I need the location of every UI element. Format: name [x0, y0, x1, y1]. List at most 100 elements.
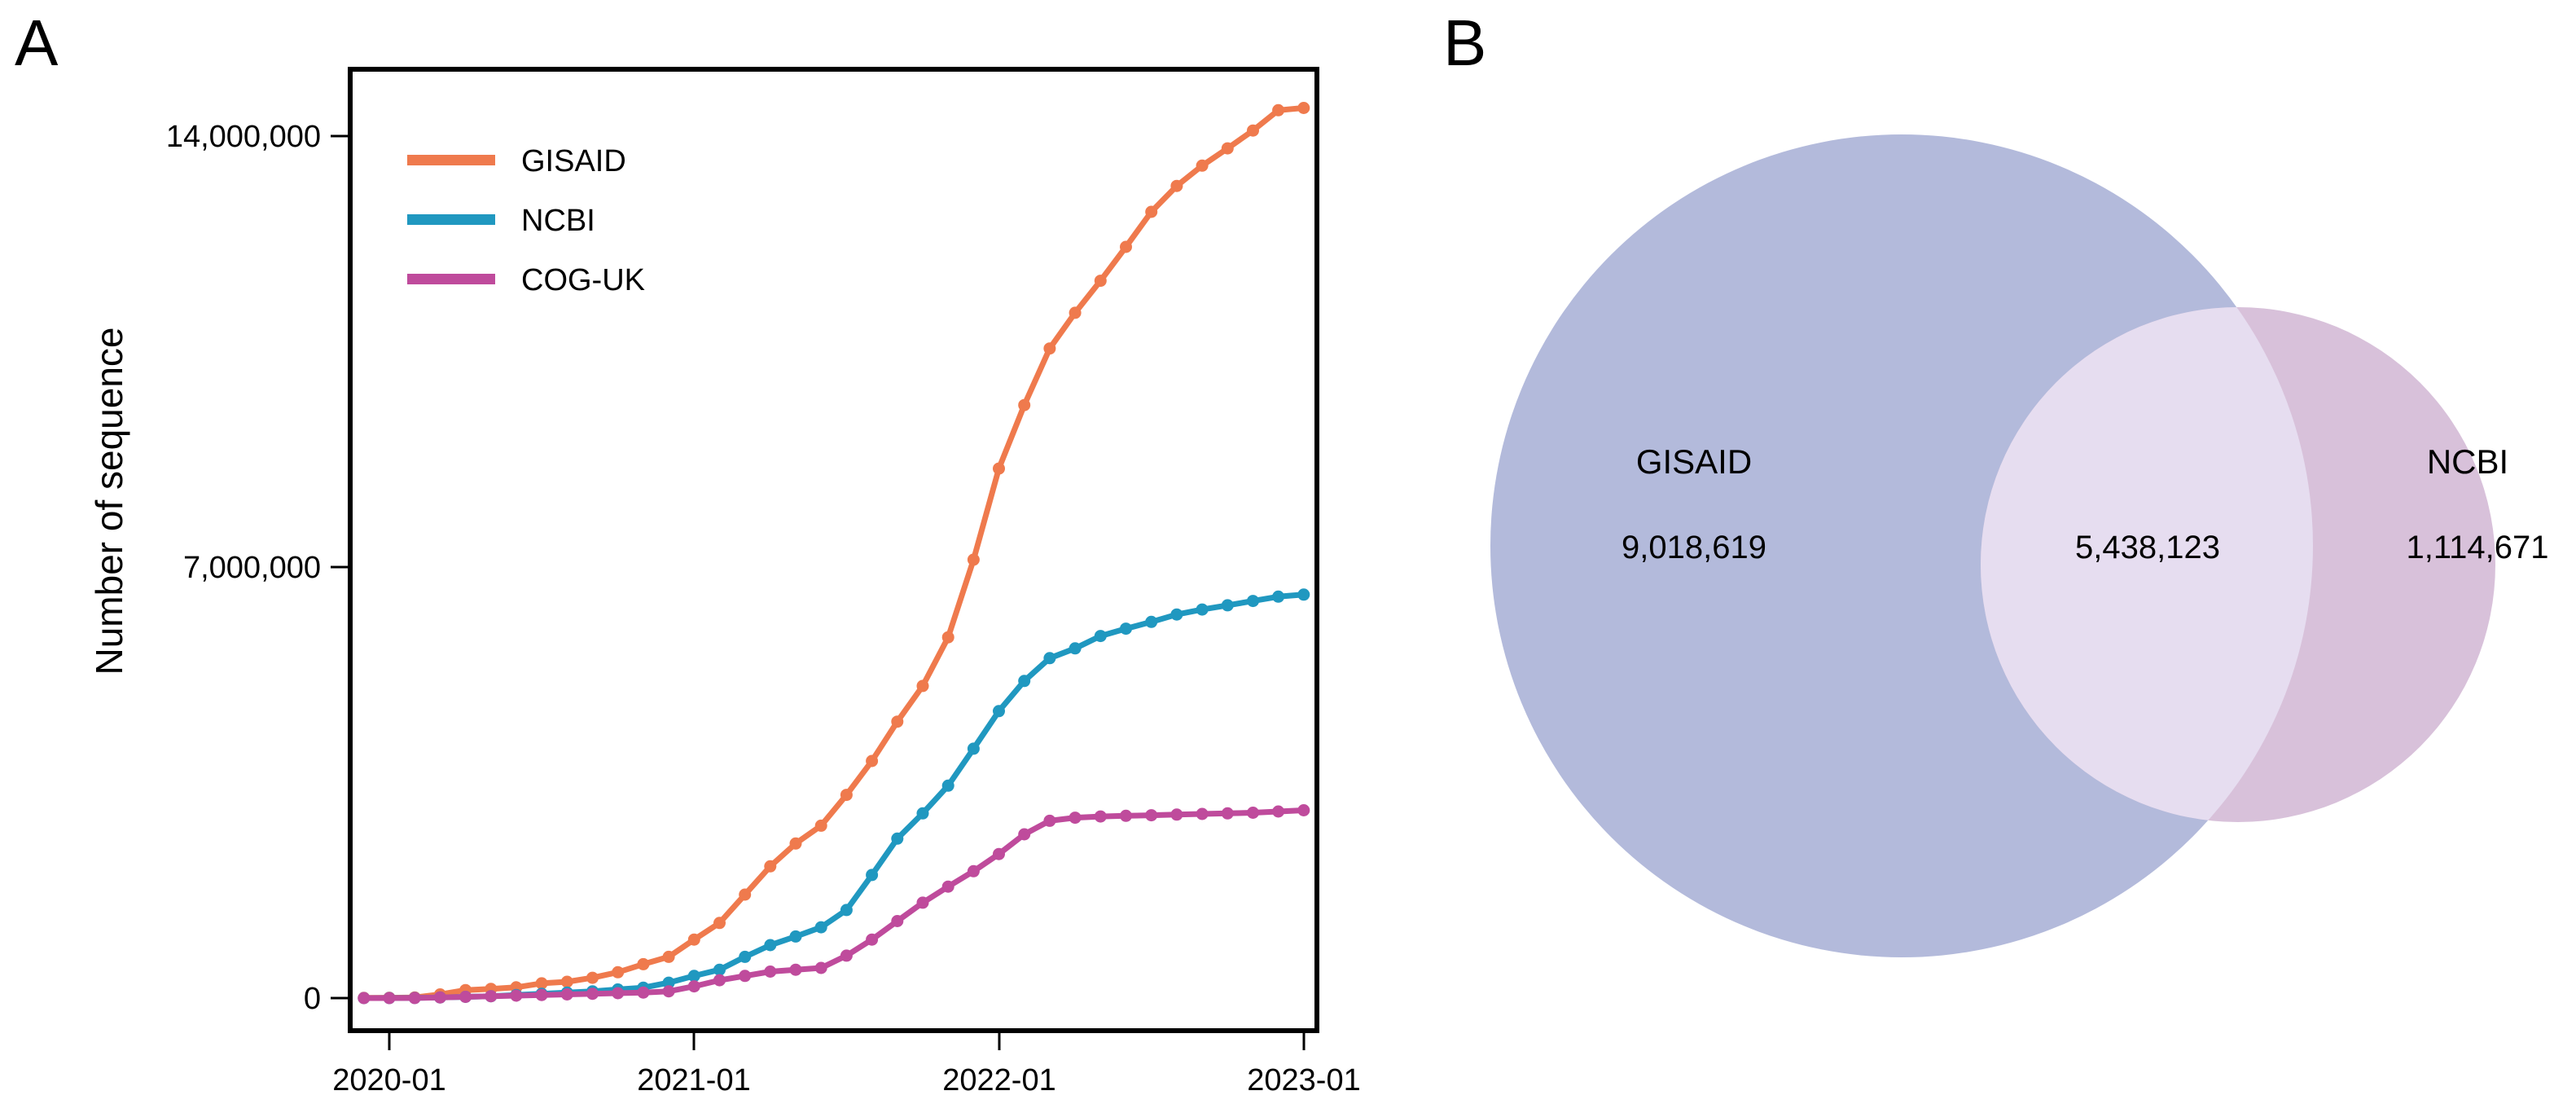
data-point-gisaid — [713, 917, 726, 930]
venn-count-ncbi-only: 1,114,671 — [2407, 530, 2549, 565]
y-axis-title: Number of sequence — [88, 327, 130, 675]
data-point-ncbi — [1297, 588, 1310, 601]
data-point-cog-uk — [383, 992, 396, 1005]
data-point-gisaid — [941, 631, 954, 644]
data-point-cog-uk — [1247, 807, 1259, 819]
data-point-cog-uk — [739, 970, 752, 983]
data-point-gisaid — [1043, 342, 1056, 355]
data-point-ncbi — [1170, 608, 1183, 621]
data-point-ncbi — [789, 930, 802, 943]
data-point-cog-uk — [612, 987, 625, 1000]
data-point-ncbi — [739, 950, 752, 963]
plot-frame — [348, 67, 1319, 1033]
data-point-cog-uk — [1221, 807, 1234, 820]
data-point-cog-uk — [433, 991, 446, 1004]
data-point-ncbi — [1247, 595, 1259, 608]
data-point-gisaid — [1221, 142, 1234, 155]
data-point-ncbi — [1043, 652, 1056, 665]
data-point-gisaid — [662, 950, 675, 963]
data-point-cog-uk — [1145, 809, 1158, 822]
venn-set-label-gisaid: GISAID — [1636, 442, 1752, 481]
data-point-ncbi — [916, 807, 929, 820]
legend-swatch-ncbi — [407, 214, 495, 225]
data-point-ncbi — [941, 779, 954, 792]
data-point-gisaid — [814, 819, 827, 832]
data-point-gisaid — [739, 888, 752, 901]
y-axis-ticks — [331, 134, 350, 1000]
venn-count-intersection: 5,438,123 — [2075, 530, 2220, 565]
data-point-cog-uk — [789, 963, 802, 976]
data-point-ncbi — [662, 976, 675, 989]
data-point-ncbi — [866, 869, 879, 882]
venn-count-gisaid-only: 9,018,619 — [1622, 530, 1766, 565]
series-layer — [358, 102, 1310, 1005]
data-point-gisaid — [1018, 398, 1031, 411]
data-point-ncbi — [1018, 675, 1031, 688]
data-point-cog-uk — [662, 985, 675, 998]
data-point-cog-uk — [687, 980, 700, 993]
data-point-cog-uk — [967, 864, 980, 877]
data-point-cog-uk — [1094, 810, 1107, 823]
data-point-gisaid — [891, 715, 904, 728]
legend-label-gisaid: GISAID — [521, 144, 626, 178]
panel-a-letter: A — [15, 7, 59, 79]
data-point-gisaid — [1069, 306, 1082, 319]
data-point-cog-uk — [866, 933, 879, 946]
x-tick-label: 2021-01 — [637, 1063, 750, 1097]
data-point-cog-uk — [916, 896, 929, 909]
data-point-cog-uk — [1069, 812, 1082, 825]
legend-swatch-cog-uk — [407, 274, 495, 284]
data-point-cog-uk — [993, 847, 1005, 860]
data-point-ncbi — [1120, 622, 1132, 636]
data-point-gisaid — [1272, 103, 1285, 117]
x-axis-ticks — [388, 1031, 1306, 1050]
data-point-gisaid — [1094, 275, 1107, 288]
data-point-cog-uk — [1018, 828, 1031, 841]
data-point-cog-uk — [814, 961, 827, 974]
data-point-cog-uk — [1120, 809, 1132, 822]
legend-swatch-gisaid — [407, 155, 495, 165]
data-point-gisaid — [535, 977, 548, 990]
venn-set-label-ncbi: NCBI — [2427, 442, 2508, 481]
series-line-gisaid — [361, 105, 1307, 1001]
series-line-cog-uk — [361, 807, 1307, 1001]
data-point-gisaid — [1145, 205, 1158, 218]
data-point-ncbi — [1196, 603, 1209, 616]
data-point-gisaid — [916, 680, 929, 693]
data-point-ncbi — [1069, 642, 1082, 655]
data-point-cog-uk — [586, 987, 599, 1001]
data-point-gisaid — [1247, 124, 1259, 137]
data-point-cog-uk — [941, 880, 954, 893]
data-point-ncbi — [764, 939, 777, 952]
data-point-cog-uk — [891, 915, 904, 927]
data-point-cog-uk — [764, 965, 777, 978]
x-tick-label: 2022-01 — [942, 1063, 1055, 1097]
data-point-cog-uk — [1170, 808, 1183, 821]
data-point-gisaid — [1170, 179, 1183, 192]
data-point-gisaid — [637, 957, 650, 970]
legend-item-ncbi: NCBI — [407, 204, 595, 238]
venn-intersection-region — [1981, 307, 2313, 822]
legend: GISAID NCBI COG-UK — [407, 144, 645, 297]
data-point-ncbi — [1272, 590, 1285, 603]
panel-b: B GISAID 9,018,619 5,438,123 NCBI 1,114,… — [1443, 7, 2548, 957]
legend-label-ncbi: NCBI — [521, 204, 595, 238]
data-point-ncbi — [1094, 630, 1107, 643]
data-point-ncbi — [891, 832, 904, 845]
data-point-cog-uk — [1196, 807, 1209, 820]
data-point-gisaid — [764, 860, 777, 873]
data-point-cog-uk — [408, 992, 421, 1005]
panel-b-letter: B — [1443, 7, 1486, 79]
x-tick-label: 2020-01 — [332, 1063, 445, 1097]
panel-a: A Number of sequence 14,000,000 7,000,00… — [15, 7, 1361, 1097]
data-point-ncbi — [840, 904, 853, 917]
data-point-cog-uk — [840, 949, 853, 962]
data-point-gisaid — [586, 971, 599, 984]
data-point-cog-uk — [485, 990, 498, 1003]
data-point-cog-uk — [1297, 804, 1310, 816]
data-point-ncbi — [814, 921, 827, 934]
data-point-ncbi — [1145, 615, 1158, 628]
data-point-gisaid — [993, 462, 1005, 475]
x-tick-label: 2023-01 — [1247, 1063, 1360, 1097]
